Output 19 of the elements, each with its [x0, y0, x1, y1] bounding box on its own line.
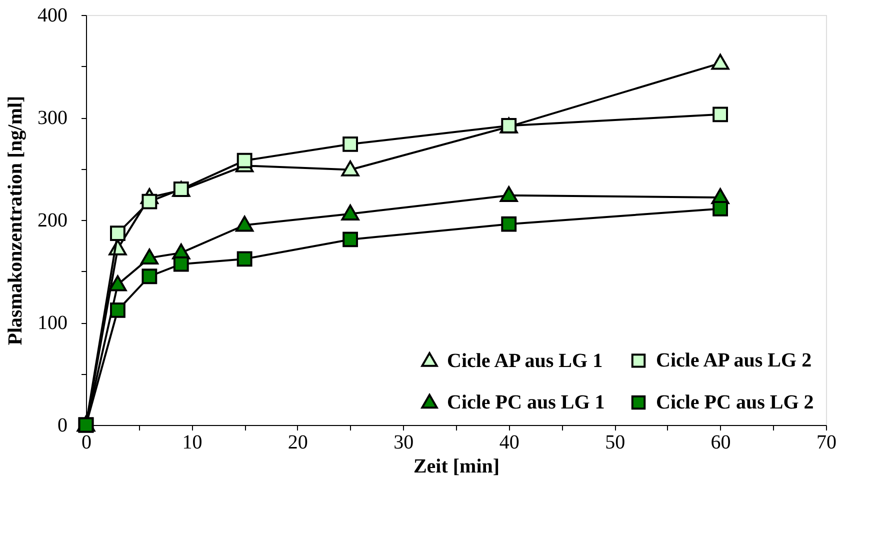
y-tick-label: 200 [38, 210, 68, 232]
x-tick-label: 40 [499, 432, 520, 454]
y-axis-title: Plasmakonzentration [ng/ml] [4, 96, 26, 346]
x-tick-label: 50 [605, 432, 626, 454]
y-tick-label: 0 [58, 414, 68, 436]
x-tick-label: 10 [182, 432, 202, 454]
legend-label: Cicle PC aus LG 2 [656, 392, 814, 414]
y-tick-label: 100 [38, 312, 68, 334]
legend-label: Cicle AP aus LG 1 [447, 350, 603, 372]
y-tick-label: 300 [38, 107, 68, 129]
y-tick-label: 400 [38, 4, 68, 26]
x-tick-label: 20 [288, 432, 308, 454]
x-tick-label: 70 [816, 432, 836, 454]
x-axis-title: Zeit [min] [413, 456, 500, 478]
x-tick-label: 0 [82, 432, 92, 454]
x-tick-label: 30 [394, 432, 414, 454]
legend-label: Cicle PC aus LG 1 [447, 392, 605, 414]
x-tick-label: 60 [710, 432, 731, 454]
legend-label: Cicle AP aus LG 2 [656, 350, 812, 372]
